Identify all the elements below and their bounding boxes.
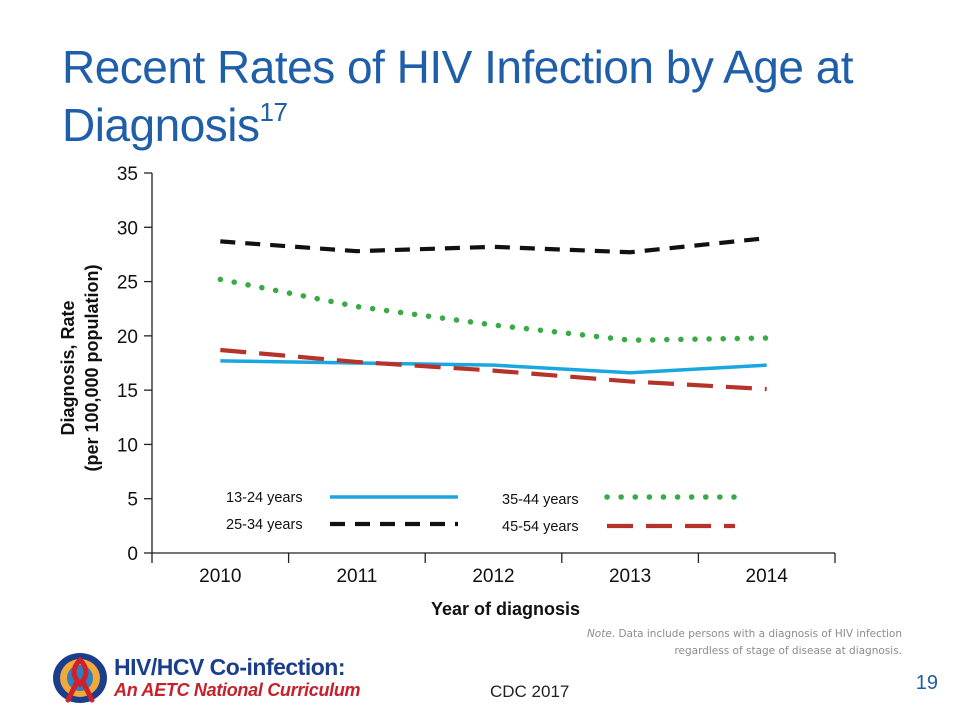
y-tick-label: 25 xyxy=(117,273,138,294)
series-line-25-34-years xyxy=(220,236,767,255)
source-citation: CDC 2017 xyxy=(490,682,570,701)
y-tick-label: 35 xyxy=(117,164,138,185)
note-text: . Data include persons with a diagnosis … xyxy=(611,628,902,657)
legend-label: 45-54 years xyxy=(502,519,579,535)
legend-label: 35-44 years xyxy=(502,492,579,508)
y-tick-label: 10 xyxy=(117,435,138,456)
y-axis-title: Diagnosis, Rate xyxy=(58,300,78,435)
logo-line2: An AETC National Curriculum xyxy=(114,680,361,700)
y-tick-label: 0 xyxy=(127,544,138,565)
chart-note: Note. Data include persons with a diagno… xyxy=(572,626,902,660)
x-tick-label: 2014 xyxy=(746,566,789,587)
page-number: 19 xyxy=(915,672,938,694)
legend-label: 13-24 years xyxy=(226,490,303,506)
legend-label: 25-34 years xyxy=(226,517,303,533)
aetc-logo: HIV/HCV Co-infection: An AETC National C… xyxy=(50,650,361,706)
title-superscript: 17 xyxy=(259,97,288,127)
y-tick-label: 15 xyxy=(117,381,138,402)
ribbon-globe-icon xyxy=(53,653,107,703)
note-label: Note xyxy=(586,628,612,640)
y-tick-label: 5 xyxy=(127,490,138,511)
series-line-35-44-years xyxy=(217,276,770,343)
y-tick-label: 30 xyxy=(117,218,138,239)
series-line-45-54-years xyxy=(220,347,767,392)
x-tick-label: 2010 xyxy=(199,566,241,587)
x-axis-title: Year of diagnosis xyxy=(431,599,580,619)
title-text: Recent Rates of HIV Infection by Age at … xyxy=(62,41,854,151)
page-title: Recent Rates of HIV Infection by Age at … xyxy=(62,38,942,154)
x-tick-label: 2013 xyxy=(609,566,651,587)
logo-line1: HIV/HCV Co-infection: xyxy=(114,654,346,680)
x-tick-label: 2011 xyxy=(336,566,377,587)
series-line-13-24-years xyxy=(220,359,767,375)
x-tick-label: 2012 xyxy=(472,566,514,587)
y-tick-label: 20 xyxy=(117,327,138,348)
y-axis-title-line2: (per 100,000 population) xyxy=(82,264,102,471)
